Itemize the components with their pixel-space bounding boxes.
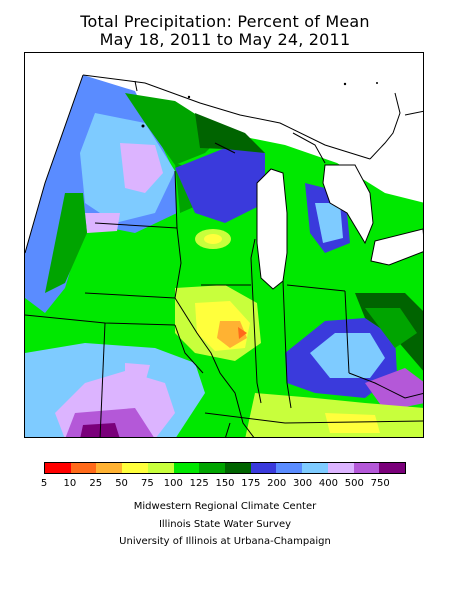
legend-swatch	[147, 463, 174, 473]
legend-label: 300	[293, 478, 313, 489]
legend-label: 750	[370, 478, 390, 489]
color-legend	[44, 462, 406, 474]
legend-swatch	[225, 463, 251, 473]
legend-swatch	[96, 463, 123, 473]
map-date-range: May 18, 2011 to May 24, 2011	[99, 30, 351, 49]
legend-label: 100	[163, 478, 183, 489]
legend-swatch	[353, 463, 380, 473]
map-title: Total Precipitation: Percent of Mean	[80, 12, 370, 31]
legend-swatch	[199, 463, 226, 473]
credit-mrcc: Midwestern Regional Climate Center	[133, 501, 317, 512]
legend-swatch	[327, 463, 354, 473]
lake-huron	[322, 164, 374, 245]
legend-label: 175	[241, 478, 261, 489]
legend-label: 50	[115, 478, 128, 489]
precipitation-map	[24, 52, 424, 438]
credit-isws: Illinois State Water Survey	[158, 519, 292, 530]
credit-uiuc: University of Illinois at Urbana-Champai…	[119, 536, 331, 547]
legend-label: 400	[318, 478, 338, 489]
lake-michigan	[256, 168, 288, 290]
legend-label: 25	[89, 478, 103, 489]
legend-label: 5	[40, 478, 48, 489]
legend-swatch	[276, 463, 303, 473]
legend-swatch	[302, 463, 328, 473]
legend-label: 200	[267, 478, 287, 489]
legend-label: 125	[189, 478, 209, 489]
legend-labels: 5 10 25 50 75 100 125 150 175 200 300 400 500 750	[0, 478, 450, 492]
legend-label: 500	[344, 478, 364, 489]
legend-swatch	[122, 463, 148, 473]
legend-swatch	[45, 463, 71, 473]
lake-erie	[370, 228, 423, 266]
legend-swatch	[70, 463, 97, 473]
legend-label: 150	[215, 478, 235, 489]
legend-swatch	[250, 463, 277, 473]
legend-swatch	[173, 463, 200, 473]
legend-label: 75	[141, 478, 154, 489]
legend-label: 10	[63, 478, 77, 489]
legend-swatch	[379, 463, 406, 473]
